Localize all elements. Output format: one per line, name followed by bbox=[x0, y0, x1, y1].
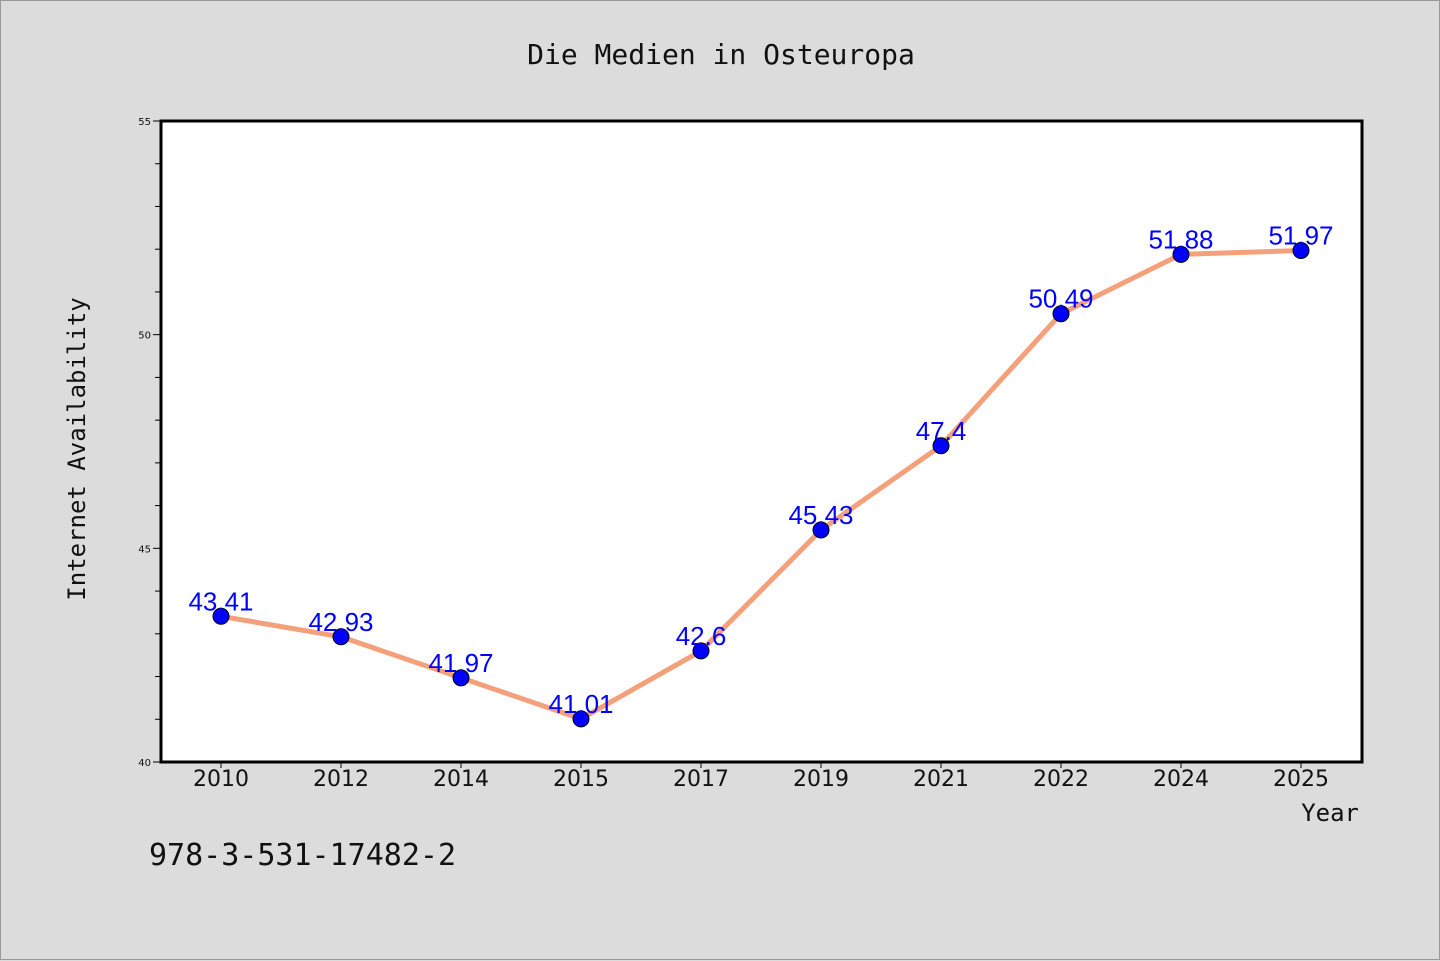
data-label-group: 43.41 42.93 41.97 41.01 42.6 45.43 47.4 50.49 51… bbox=[188, 220, 1333, 718]
data-point bbox=[932, 437, 950, 455]
y-tick-label: 55 bbox=[138, 117, 151, 128]
data-label: 45.43 bbox=[788, 500, 853, 530]
plot-area bbox=[159, 119, 1364, 764]
y-axis-label: Internet Availability bbox=[63, 297, 91, 600]
data-point bbox=[812, 521, 830, 539]
data-label: 42.6 bbox=[676, 621, 727, 651]
y-tick-label: 40 bbox=[138, 758, 151, 769]
data-label: 41.01 bbox=[548, 689, 613, 719]
data-label: 42.93 bbox=[308, 607, 373, 637]
x-tick-label: 2010 bbox=[193, 767, 249, 792]
x-axis: 2010 2012 2014 2015 2017 2019 2021 2022 2024 2025 bbox=[193, 762, 1329, 792]
data-point bbox=[692, 642, 710, 660]
data-label: 51.97 bbox=[1268, 220, 1333, 250]
data-point bbox=[572, 710, 590, 728]
x-tick-label: 2014 bbox=[433, 767, 489, 792]
x-tick-label: 2019 bbox=[793, 767, 849, 792]
y-tick-label: 45 bbox=[138, 544, 151, 555]
data-point bbox=[332, 628, 350, 646]
data-label: 41.97 bbox=[428, 648, 493, 678]
x-tick-label: 2015 bbox=[553, 767, 609, 792]
x-tick-label: 2021 bbox=[913, 767, 969, 792]
y-tick-label: 50 bbox=[138, 331, 151, 342]
isbn-text: 978-3-531-17482-2 bbox=[149, 838, 456, 873]
data-point bbox=[452, 669, 470, 687]
x-tick-label: 2024 bbox=[1153, 767, 1209, 792]
series-line-group bbox=[218, 247, 1304, 722]
chart-title: Die Medien in Osteuropa bbox=[527, 38, 915, 71]
data-label: 51.88 bbox=[1148, 224, 1213, 254]
x-tick-label: 2012 bbox=[313, 767, 369, 792]
x-tick-label: 2025 bbox=[1273, 767, 1329, 792]
data-point bbox=[1292, 241, 1310, 259]
data-point bbox=[212, 607, 230, 625]
marker-group bbox=[212, 241, 1310, 728]
y-axis: 40 45 50 55 bbox=[138, 117, 161, 769]
data-point bbox=[1172, 245, 1190, 263]
x-tick-label: 2017 bbox=[673, 767, 729, 792]
data-label: 50.49 bbox=[1028, 284, 1093, 314]
data-label: 43.41 bbox=[188, 586, 253, 616]
x-axis-label: Year bbox=[1301, 799, 1359, 827]
data-point bbox=[1052, 305, 1070, 323]
series-line bbox=[218, 247, 1304, 722]
data-label: 47.4 bbox=[916, 416, 967, 446]
x-tick-label: 2022 bbox=[1033, 767, 1089, 792]
